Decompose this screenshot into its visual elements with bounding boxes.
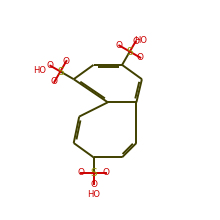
Text: S: S [57, 66, 64, 77]
Text: O: O [63, 57, 70, 66]
Text: HO: HO [134, 36, 147, 45]
Text: O: O [137, 53, 144, 62]
Text: O: O [116, 41, 123, 50]
Text: O: O [102, 168, 109, 177]
Text: O: O [51, 77, 58, 86]
Text: S: S [126, 47, 133, 57]
Text: HO: HO [33, 66, 47, 75]
Text: S: S [90, 168, 97, 178]
Text: O: O [78, 168, 85, 177]
Text: HO: HO [87, 190, 100, 199]
Text: O: O [90, 180, 97, 189]
Text: O: O [47, 61, 54, 70]
Text: O: O [132, 37, 139, 46]
